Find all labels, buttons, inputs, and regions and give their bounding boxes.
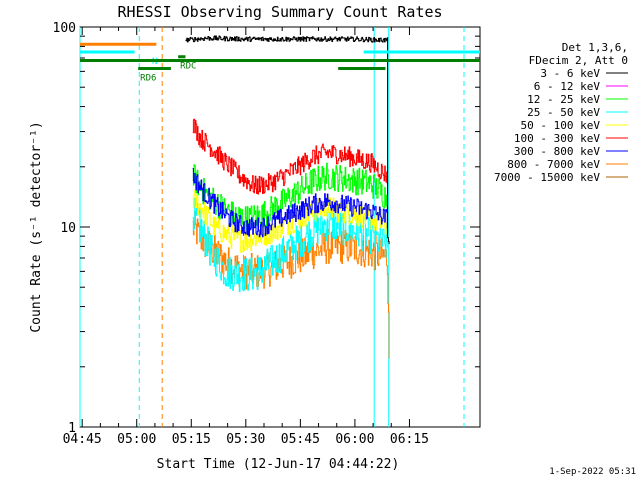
x-tick-label-4: 05:45 xyxy=(281,432,320,447)
x-tick-label-6: 06:15 xyxy=(390,432,429,447)
series-trace-6 xyxy=(192,168,388,238)
series-trace-3 xyxy=(192,197,388,293)
legend-label-7: 800 - 7000 keV xyxy=(507,158,600,171)
legend-label-8: 7000 - 15000 keV xyxy=(494,171,600,184)
x-tick-label-1: 05:00 xyxy=(117,432,156,447)
status-bar-label-6: RDC xyxy=(180,62,196,72)
y-axis-label: Count Rate (s⁻¹ detector⁻¹) xyxy=(29,121,44,332)
legend-label-1: 6 - 12 keV xyxy=(534,80,601,93)
status-bar-label-4: RD6 xyxy=(140,74,156,84)
x-tick-label-3: 05:30 xyxy=(226,432,265,447)
y-tick-label-0: 1 xyxy=(68,421,76,436)
legend-label-5: 100 - 300 keV xyxy=(514,132,600,145)
x-tick-label-2: 05:15 xyxy=(172,432,211,447)
legend-label-2: 12 - 25 keV xyxy=(527,93,600,106)
legend-header-line-1: Det 1,3,6, xyxy=(562,41,628,54)
legend-label-0: 3 - 6 keV xyxy=(540,67,600,80)
series-trace-0 xyxy=(185,35,390,245)
series-trace-2 xyxy=(192,162,388,233)
x-tick-label-0: 04:45 xyxy=(63,432,102,447)
footer-date: 1-Sep-2022 05:31 xyxy=(549,467,636,477)
chart-title: RHESSI Observing Summary Count Rates xyxy=(117,3,442,21)
legend-header-line-2: FDecim 2, Att 0 xyxy=(529,54,628,67)
x-tick-label-5: 06:00 xyxy=(335,432,374,447)
y-tick-label-1: 10 xyxy=(60,221,76,236)
y-tick-label-2: 100 xyxy=(53,21,76,36)
series-trace-5 xyxy=(192,118,388,195)
legend-label-4: 50 - 100 keV xyxy=(521,119,601,132)
series-trace-7 xyxy=(192,211,390,359)
x-axis-label: Start Time (12-Jun-17 04:44:22) xyxy=(157,457,400,472)
legend-label-3: 25 - 50 keV xyxy=(527,106,600,119)
legend-label-6: 300 - 800 keV xyxy=(514,145,600,158)
